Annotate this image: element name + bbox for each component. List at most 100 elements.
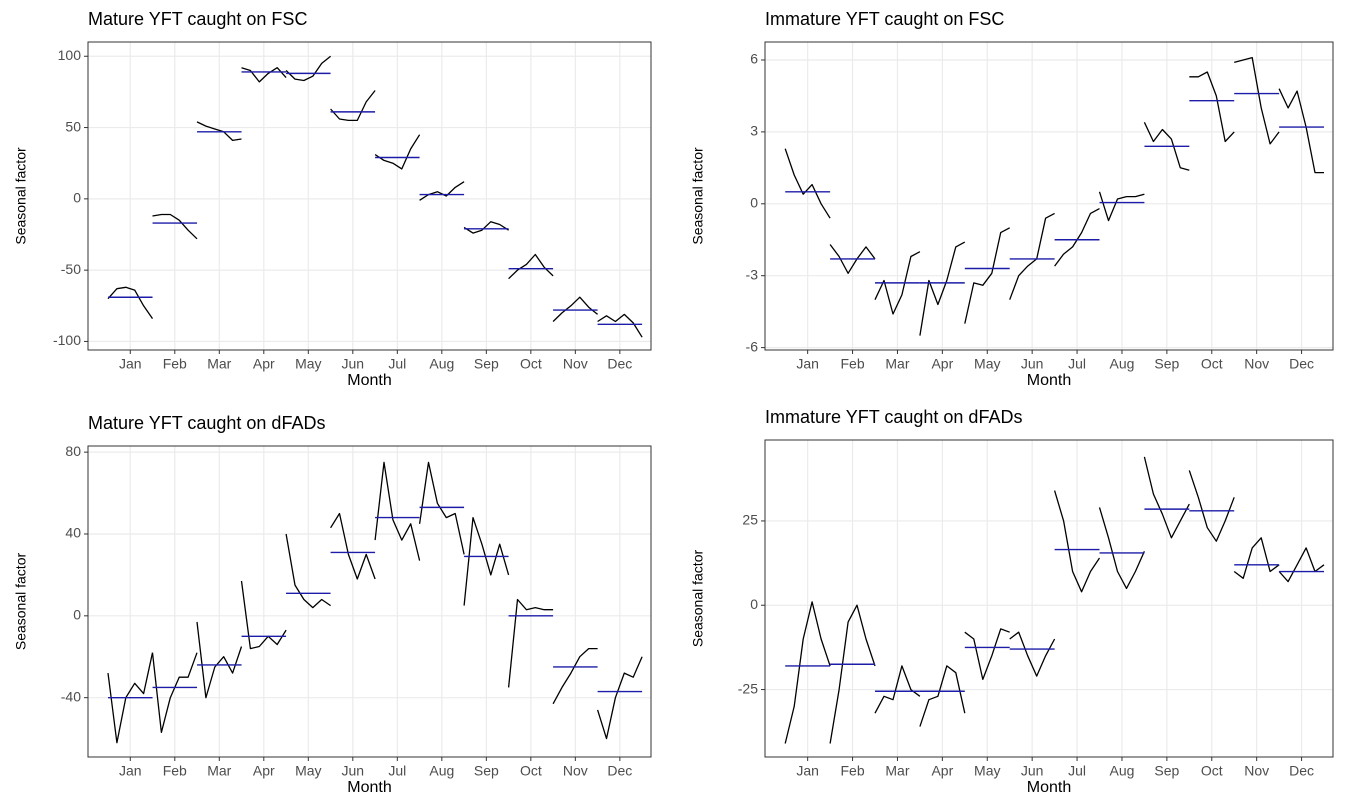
y-tick-label: 80 [65,443,81,459]
subseries-line [285,55,332,82]
subseries-line [241,67,287,83]
subseries-line [107,652,154,744]
subseries-line [874,251,921,315]
subseries-line [240,580,287,650]
x-tick-label: Mar [885,356,909,372]
x-tick-label: May [974,356,1000,372]
subseries-line [152,213,198,240]
plot-border [764,41,1334,351]
subseries-line [784,601,831,744]
x-tick-label: Nov [563,763,588,779]
chart-title: Mature YFT caught on dFADs [88,413,325,433]
x-tick-label: Jun [342,763,365,779]
x-tick-label: Feb [840,356,864,372]
chart-title: Mature YFT caught on FSC [88,9,307,29]
subseries-line [784,148,831,219]
plot-panel [765,440,1333,757]
x-axis-title: Month [1027,372,1071,389]
subseries-line [1233,537,1280,579]
x-tick-label: Aug [429,763,454,779]
subseries-line [1053,490,1101,593]
x-tick-label: Jan [796,763,819,779]
x-tick-label: Jun [342,356,365,372]
subseries-line [1143,456,1190,539]
x-tick-label: Sep [1154,356,1179,372]
subseries-line [196,121,242,142]
y-tick-label: -50 [61,261,81,277]
subseries-line [1278,547,1325,583]
y-axis-title: Seasonal factor [690,147,706,245]
subseries-line [196,621,243,699]
y-tick-label: 0 [750,194,758,210]
subseries-line [1189,71,1235,143]
x-tick-label: Apr [253,763,275,779]
y-tick-label: 40 [65,525,81,541]
x-tick-label: May [295,356,321,372]
x-tick-label: Feb [163,356,187,372]
x-tick-label: Sep [1154,763,1179,779]
chart-title: Immature YFT caught on FSC [765,9,1004,29]
x-tick-label: Dec [1289,763,1314,779]
subseries-line [964,227,1011,324]
subseries-line [919,241,966,336]
plot-panel [765,42,1333,350]
subseries-line [1234,56,1280,145]
subseries-line [1143,122,1190,171]
subseries-line [330,512,376,580]
x-tick-label: Feb [840,763,864,779]
x-tick-label: Aug [429,356,454,372]
x-tick-label: Aug [1110,763,1135,779]
subseries-line [1009,212,1055,300]
subseries-line [1188,470,1235,542]
subseries-line [507,598,554,688]
x-tick-label: Dec [607,763,632,779]
x-tick-label: Mar [207,356,231,372]
subseries-line [964,628,1010,681]
x-tick-label: Dec [607,356,632,372]
y-axis-title: Seasonal factor [13,147,29,245]
x-axis-title: Month [1027,779,1071,796]
plot-panel [88,446,651,757]
x-tick-label: Apr [931,763,953,779]
subseries-line [552,647,598,705]
x-axis-title: Month [347,372,391,389]
subseries-line [419,181,465,201]
subseries-line [463,516,510,606]
x-tick-label: Mar [207,763,231,779]
subseries-line [919,665,966,727]
subseries-line [829,244,876,274]
y-tick-label: 0 [750,596,758,612]
y-tick-label: 3 [750,123,758,139]
subseries-line [1098,507,1145,590]
subseries-line [1009,631,1056,677]
plot-border [764,439,1334,758]
subseries-line [829,604,876,744]
x-tick-label: Jun [1021,356,1044,372]
x-tick-label: Apr [931,356,953,372]
subseries-line [330,90,376,122]
x-tick-label: Jan [119,763,142,779]
chart-title: Immature YFT caught on dFADs [765,407,1022,427]
x-tick-label: Oct [1201,356,1223,372]
subseries-line [552,296,599,322]
subseries-line [107,286,154,319]
x-tick-label: Jul [1068,763,1086,779]
x-tick-label: Nov [1244,763,1269,779]
y-tick-label: -40 [61,688,81,704]
x-tick-label: Feb [163,763,187,779]
plot-border [87,445,652,758]
x-tick-label: May [974,763,1000,779]
x-tick-label: Mar [885,763,909,779]
x-tick-label: Oct [520,356,542,372]
x-tick-label: Jul [1068,356,1086,372]
x-tick-label: Jan [796,356,819,372]
x-tick-label: Jan [119,356,142,372]
x-tick-label: Jul [388,356,406,372]
x-tick-label: Sep [474,763,499,779]
x-tick-label: Sep [474,356,499,372]
subseries-line [418,461,465,555]
y-tick-label: 0 [73,607,81,623]
subseries-line [1278,88,1324,174]
y-tick-label: 25 [742,512,758,528]
